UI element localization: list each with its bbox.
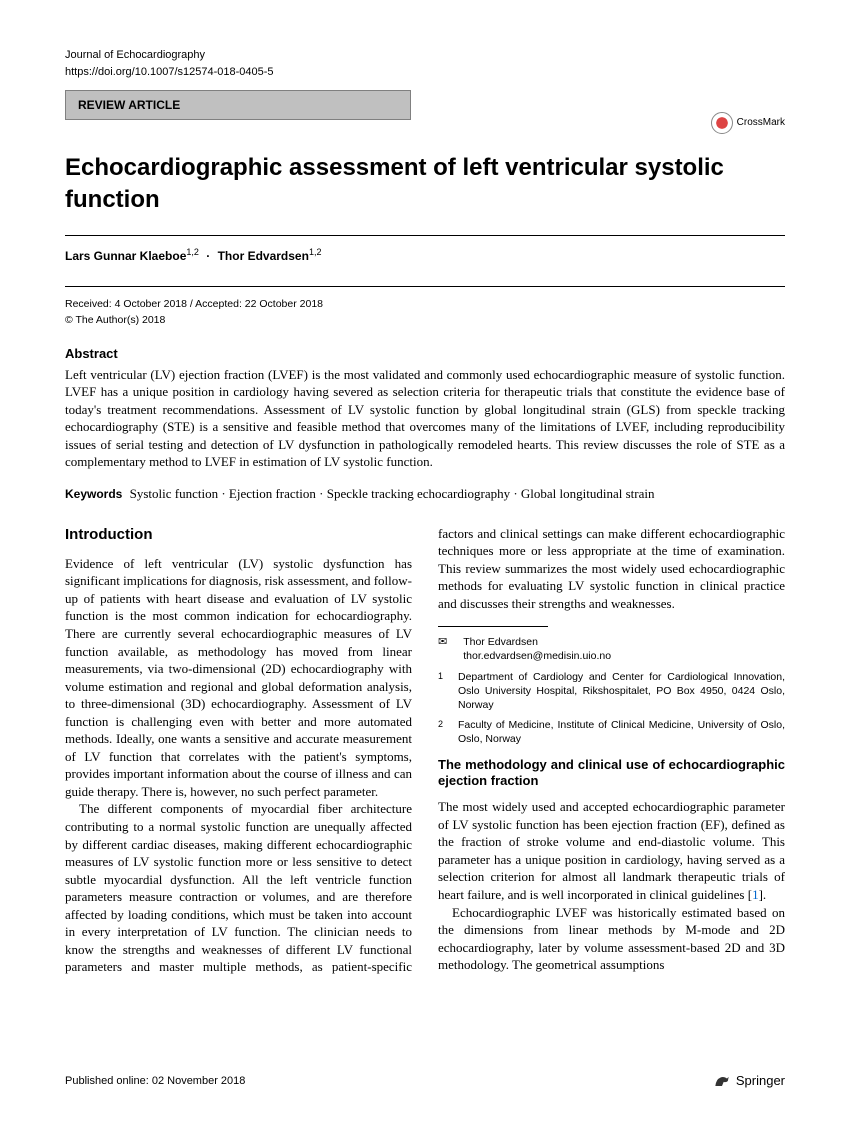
affiliation-1: 1 Department of Cardiology and Center fo… bbox=[438, 670, 785, 713]
author-2-name: Thor Edvardsen bbox=[218, 249, 309, 263]
meth-p1-a: The most widely used and accepted echoca… bbox=[438, 799, 785, 902]
crossmark-label: CrossMark bbox=[737, 116, 785, 130]
article-type-label: REVIEW ARTICLE bbox=[65, 90, 411, 120]
affil-2-text: Faculty of Medicine, Institute of Clinic… bbox=[458, 718, 785, 746]
introduction-heading: Introduction bbox=[65, 525, 412, 545]
crossmark-badge[interactable]: CrossMark bbox=[711, 112, 785, 134]
author-rule bbox=[65, 286, 785, 287]
body-columns: Introduction Evidence of left ventricula… bbox=[65, 525, 785, 976]
published-online-label: Published online: 02 November 2018 bbox=[65, 1074, 245, 1089]
correspondence-email[interactable]: thor.edvardsen@medisin.uio.no bbox=[463, 649, 611, 663]
author-1-name: Lars Gunnar Klaeboe bbox=[65, 249, 186, 263]
correspondence-row: ✉ Thor Edvardsen thor.edvardsen@medisin.… bbox=[438, 635, 785, 663]
meth-p1-b: ]. bbox=[759, 887, 767, 902]
keywords-label: Keywords bbox=[65, 487, 122, 501]
abstract-text: Left ventricular (LV) ejection fraction … bbox=[65, 366, 785, 471]
methodology-heading: The methodology and clinical use of echo… bbox=[438, 757, 785, 791]
affiliation-2: 2 Faculty of Medicine, Institute of Clin… bbox=[438, 718, 785, 746]
author-separator: · bbox=[206, 249, 210, 263]
affil-rule bbox=[438, 626, 548, 627]
affil-1-num: 1 bbox=[438, 670, 448, 713]
affil-2-num: 2 bbox=[438, 718, 448, 746]
doi-link[interactable]: https://doi.org/10.1007/s12574-018-0405-… bbox=[65, 65, 785, 80]
affiliation-block: ✉ Thor Edvardsen thor.edvardsen@medisin.… bbox=[438, 626, 785, 746]
copyright-line: © The Author(s) 2018 bbox=[65, 313, 785, 327]
publisher-name: Springer bbox=[736, 1072, 785, 1090]
keywords-text: Systolic function · Ejection fraction · … bbox=[130, 486, 655, 501]
affil-1-text: Department of Cardiology and Center for … bbox=[458, 670, 785, 713]
correspondence-name: Thor Edvardsen bbox=[463, 635, 611, 649]
methodology-paragraph-1: The most widely used and accepted echoca… bbox=[438, 798, 785, 903]
author-list: Lars Gunnar Klaeboe1,2 · Thor Edvardsen1… bbox=[65, 246, 785, 264]
publisher-logo: Springer bbox=[712, 1071, 785, 1091]
title-rule bbox=[65, 235, 785, 236]
journal-name: Journal of Echocardiography bbox=[65, 48, 785, 63]
author-1-aff: 1,2 bbox=[186, 247, 199, 257]
abstract-heading: Abstract bbox=[65, 345, 785, 363]
article-title: Echocardiographic assessment of left ven… bbox=[65, 152, 785, 217]
dates-line: Received: 4 October 2018 / Accepted: 22 … bbox=[65, 297, 785, 311]
mail-icon: ✉ bbox=[438, 635, 447, 663]
springer-horse-icon bbox=[712, 1071, 732, 1091]
page-footer: Published online: 02 November 2018 Sprin… bbox=[65, 1071, 785, 1091]
author-2-aff: 1,2 bbox=[309, 247, 322, 257]
crossmark-icon bbox=[711, 112, 733, 134]
methodology-paragraph-2: Echocardiographic LVEF was historically … bbox=[438, 904, 785, 974]
keywords-line: Keywords Systolic function · Ejection fr… bbox=[65, 485, 785, 503]
intro-paragraph-1: Evidence of left ventricular (LV) systol… bbox=[65, 555, 412, 801]
